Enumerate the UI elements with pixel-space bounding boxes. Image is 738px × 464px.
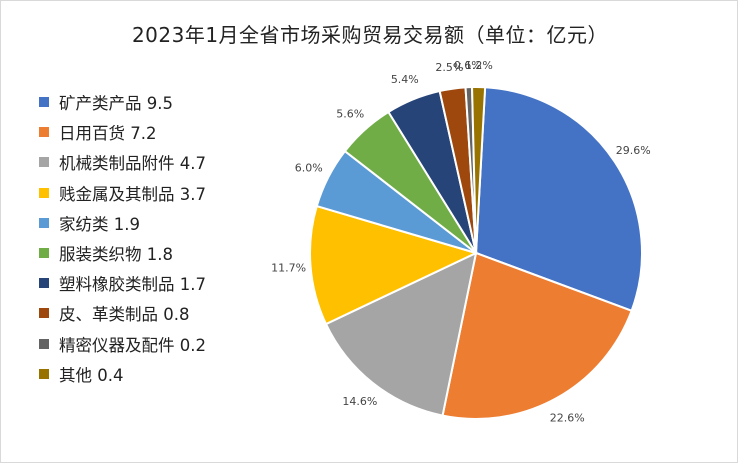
legend-swatch xyxy=(39,127,49,138)
legend-item: 塑料橡胶类制品 1.7 xyxy=(39,268,206,298)
legend-item: 家纺类 1.9 xyxy=(39,208,206,238)
legend-swatch xyxy=(39,187,49,198)
pie-slice xyxy=(324,251,478,417)
legend-swatch xyxy=(39,308,49,319)
legend-label: 日用百货 7.2 xyxy=(59,124,157,144)
legend-item: 贱金属及其制品 3.7 xyxy=(39,178,206,208)
legend-swatch xyxy=(39,368,49,379)
legend-swatch xyxy=(39,97,49,108)
legend-item: 机械类制品附件 4.7 xyxy=(39,147,206,177)
legend-swatch xyxy=(39,248,49,259)
slice-percent-label: 2.5% xyxy=(435,61,463,74)
legend-swatch xyxy=(39,338,49,349)
pie-slice xyxy=(309,204,479,326)
slice-percent-label: 11.7% xyxy=(271,262,306,275)
slice-percent-label: 5.4% xyxy=(391,73,419,86)
pie-slice xyxy=(441,251,633,420)
slice-percent-label: 14.6% xyxy=(342,395,377,408)
legend-label: 机械类制品附件 4.7 xyxy=(59,154,206,174)
legend-label: 服装类织物 1.8 xyxy=(59,245,173,265)
slice-percent-label: 5.6% xyxy=(336,107,364,120)
pie-slice xyxy=(471,86,487,254)
slice-percent-label: 6.0% xyxy=(295,161,323,174)
legend-label: 矿产类产品 9.5 xyxy=(59,94,173,114)
legend-label: 贱金属及其制品 3.7 xyxy=(59,184,206,204)
legend-item: 精密仪器及配件 0.2 xyxy=(39,329,206,359)
legend-item: 日用百货 7.2 xyxy=(39,117,206,147)
legend-item: 其他 0.4 xyxy=(39,359,206,389)
legend-item: 皮、革类制品 0.8 xyxy=(39,298,206,328)
pie-slice xyxy=(474,86,643,313)
legend-item: 矿产类产品 9.5 xyxy=(39,87,206,117)
legend-label: 精密仪器及配件 0.2 xyxy=(59,335,206,355)
slice-percent-label: 29.6% xyxy=(616,144,651,157)
legend-item: 服装类织物 1.8 xyxy=(39,238,206,268)
legend-swatch xyxy=(39,157,49,168)
slice-percent-label: 0.6% xyxy=(454,59,482,72)
legend-swatch xyxy=(39,217,49,228)
chart-title: 2023年1月全省市场采购贸易交易额（单位：亿元） xyxy=(131,23,609,47)
legend-label: 皮、革类制品 0.8 xyxy=(59,305,190,325)
slice-percent-label: 22.6% xyxy=(550,411,585,424)
legend-label: 家纺类 1.9 xyxy=(59,214,140,234)
legend-label: 塑料橡胶类制品 1.7 xyxy=(59,275,206,295)
legend-label: 其他 0.4 xyxy=(59,365,124,385)
chart-legend: 矿产类产品 9.5 日用百货 7.2 机械类制品附件 4.7 贱金属及其制品 3.7 家… xyxy=(39,87,206,389)
legend-swatch xyxy=(39,278,49,289)
slice-percent-label: 1.2% xyxy=(465,59,493,72)
